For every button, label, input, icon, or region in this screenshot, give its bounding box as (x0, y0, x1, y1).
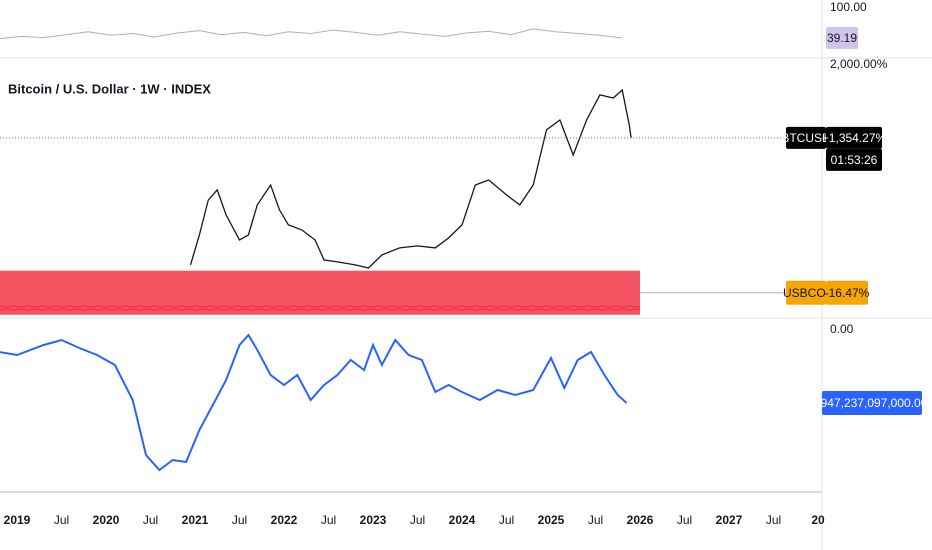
x-tick-label: 2025 (538, 513, 565, 527)
indicator-name-bg (786, 280, 826, 305)
x-tick-label: 2021 (182, 513, 209, 527)
x-tick-label: 2027 (716, 513, 743, 527)
x-tick-label: Jul (499, 513, 514, 527)
x-tick-label: Jul (588, 513, 603, 527)
last-value-label-bg (826, 126, 882, 149)
last-value-label-bg (826, 27, 858, 50)
legend-label: BTCUSD (781, 131, 831, 145)
legend-label-bg (786, 126, 826, 149)
y-tick-label: 0.00 (830, 322, 854, 336)
x-tick-label: 2020 (93, 513, 120, 527)
x-tick-label: Jul (232, 513, 247, 527)
x-tick-label: Jul (410, 513, 425, 527)
countdown: 01:53:26 (831, 153, 878, 167)
y-tick-label: 100.00 (830, 0, 867, 14)
x-tick-label: Jul (321, 513, 336, 527)
series-line (0, 333, 628, 472)
series-line (0, 28, 623, 40)
x-tick-label: Jul (766, 513, 781, 527)
last-value-label-bg (822, 391, 922, 416)
x-tick-label: 2023 (360, 513, 387, 527)
series-line (189, 88, 632, 269)
indicator-band-rings (0, 270, 640, 315)
indicator-name: USBCOI (783, 286, 829, 300)
indicator-value: -16.47% (825, 286, 870, 300)
last-value-label: -947,237,097,000.00 (817, 396, 928, 410)
chart-title: Bitcoin / U.S. Dollar · 1W · INDEX (8, 81, 211, 96)
x-tick-label: 2024 (449, 513, 476, 527)
last-value-label: 39.19 (827, 31, 857, 45)
x-tick-label: Jul (677, 513, 692, 527)
x-tick-label: 2022 (271, 513, 298, 527)
countdown-bg (826, 148, 882, 171)
x-tick-label: 2019 (4, 513, 31, 527)
x-tick-label: 20 (811, 513, 825, 527)
y-tick-label: 2,000.00% (830, 57, 888, 71)
indicator-value-bg (826, 280, 868, 305)
x-tick-label: 2026 (627, 513, 654, 527)
x-tick-label: Jul (143, 513, 158, 527)
last-value-label: +1,354.27% (822, 131, 887, 145)
x-tick-label: Jul (54, 513, 69, 527)
